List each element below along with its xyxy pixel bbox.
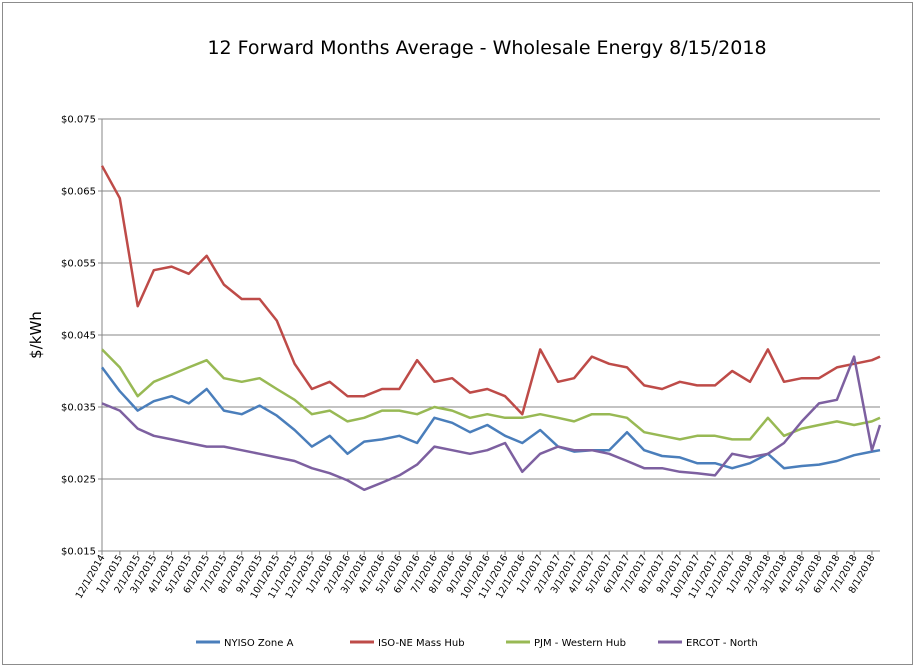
y-tick-label: $0.015 [61,547,96,558]
y-tick-label: $0.035 [61,403,96,414]
legend-item: NYISO Zone A [196,638,294,649]
legend-item: ERCOT - North [658,638,758,649]
x-tick-labels: 12/1/20141/1/20152/1/20153/1/20154/1/201… [74,553,878,601]
legend-label: PJM - Western Hub [534,638,626,649]
axes [101,119,880,555]
legend-label: ISO-NE Mass Hub [378,638,465,649]
y-tick-labels: $0.075 $0.065 $0.055 $0.045 $0.035 $0.025 $0.0… [61,115,96,558]
gridlines [98,118,880,552]
series-line [101,348,881,441]
legend-label: ERCOT - North [686,638,758,649]
y-axis-label: $/kWh [27,311,45,359]
y-tick-label: $0.045 [61,331,96,342]
legend-item: PJM - Western Hub [506,638,626,649]
legend: NYISO Zone A ISO-NE Mass Hub PJM - Western… [196,638,758,649]
y-tick-label: $0.075 [61,115,96,126]
series-line [100,366,881,470]
series-line [101,355,882,492]
legend-item: ISO-NE Mass Hub [350,638,465,649]
y-tick-label: $0.055 [61,259,96,270]
chart-title: 12 Forward Months Average - Wholesale En… [207,37,766,59]
series-lines [100,165,882,492]
y-tick-label: $0.065 [61,187,96,198]
legend-label: NYISO Zone A [224,638,294,649]
y-tick-label: $0.025 [61,475,96,486]
series-line [100,165,881,416]
